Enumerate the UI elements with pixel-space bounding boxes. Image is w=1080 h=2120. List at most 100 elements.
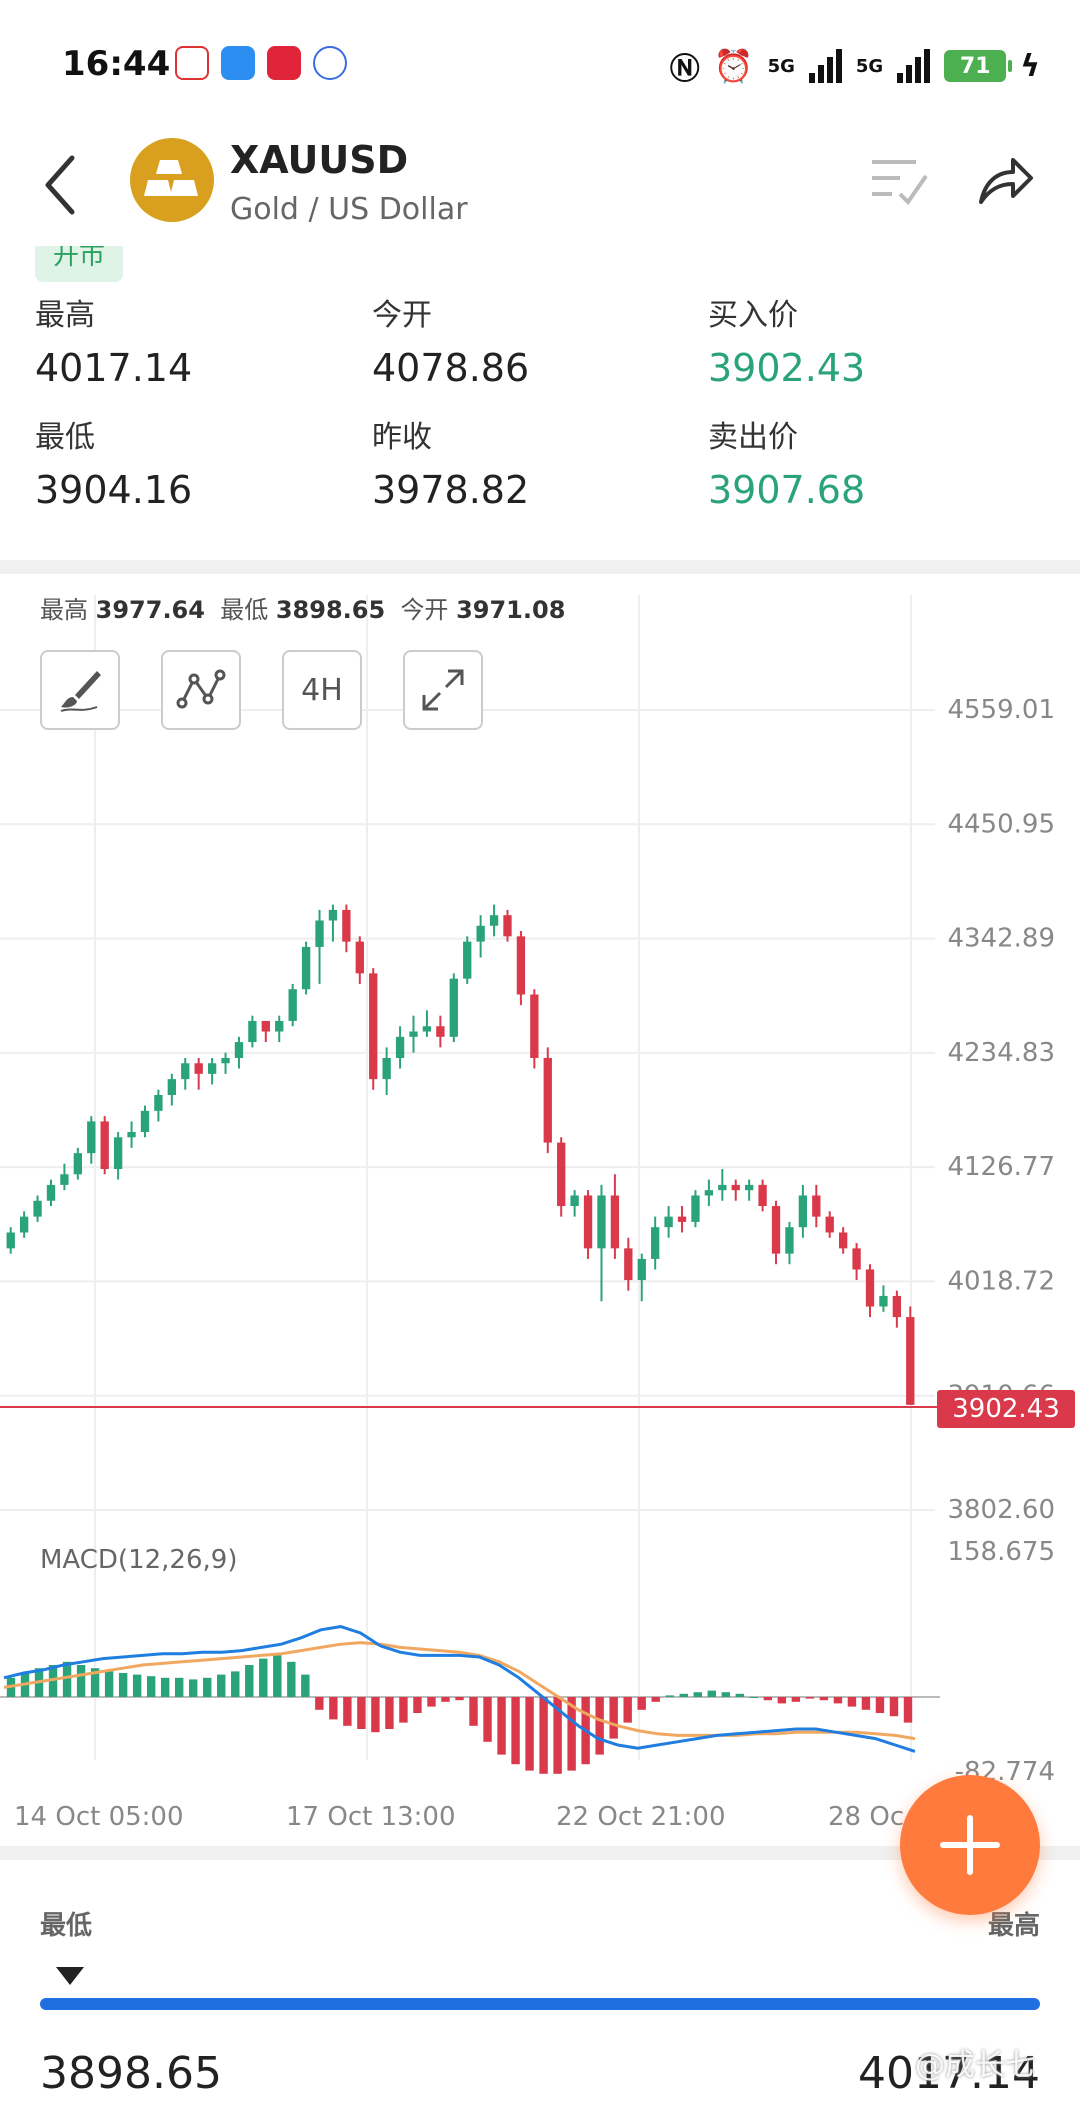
candle-body <box>382 1057 391 1080</box>
candle-body <box>892 1295 902 1318</box>
candle-body <box>221 1057 230 1064</box>
candle-body <box>207 1063 217 1074</box>
y-tick-label: 4018.72 <box>947 1266 1055 1296</box>
macd-dif-line <box>3 1625 916 1753</box>
stat-ask: 卖出价 3907.68 <box>708 412 865 512</box>
macd-histogram-bar <box>497 1697 506 1755</box>
macd-histogram-bar <box>357 1697 366 1729</box>
macd-histogram-bar <box>861 1697 871 1710</box>
candle-body <box>73 1153 83 1175</box>
back-button[interactable] <box>40 150 92 230</box>
macd-histogram-bar <box>511 1697 520 1765</box>
x-tick-label: 17 Oct 13:00 <box>286 1802 456 1832</box>
battery-icon: 71 <box>944 50 1013 82</box>
y-tick-label: 4559.01 <box>947 695 1055 725</box>
network-label-1: 5G <box>767 55 795 77</box>
interval-button[interactable]: 4H <box>282 650 362 730</box>
candle-body <box>516 936 526 995</box>
alarm-icon: ⏰ <box>713 47 754 85</box>
macd-histogram-bar <box>399 1697 408 1723</box>
indicator-tool-button[interactable] <box>161 650 241 730</box>
candle-body <box>476 925 485 942</box>
list-check-icon <box>872 160 928 206</box>
y-tick-label: 4342.89 <box>947 924 1055 954</box>
day-range-bar <box>40 1998 1040 2010</box>
macd-histogram-bar <box>903 1697 913 1723</box>
candle-body <box>33 1200 42 1217</box>
interval-label: 4H <box>301 672 343 708</box>
range-high-label: 最高 <box>987 1911 1040 1941</box>
candle-body <box>248 1020 257 1043</box>
y-tick-label: 4234.83 <box>947 1038 1055 1068</box>
macd-histogram-bar <box>553 1697 562 1774</box>
candle-body <box>234 1042 244 1058</box>
candle-body <box>167 1079 176 1095</box>
macd-histogram-bar <box>189 1679 198 1697</box>
candle-body <box>691 1195 700 1222</box>
candle-body <box>355 941 364 974</box>
macd-histogram-bar <box>483 1697 492 1742</box>
stat-label: 卖出价 <box>708 420 798 455</box>
stat-label: 买入价 <box>708 298 798 333</box>
red-app-icon <box>267 46 301 80</box>
quote-stats: 最高 4017.14 今开 4078.86 买入价 3902.43 最低 390… <box>0 290 1080 540</box>
candle-body <box>825 1216 834 1233</box>
y-tick-label: 4450.95 <box>947 809 1055 839</box>
candle-body <box>113 1137 123 1170</box>
macd-histogram-bar <box>203 1677 212 1697</box>
candle-body <box>275 1020 284 1032</box>
candle-body <box>422 1026 432 1032</box>
stat-label: 今开 <box>372 298 432 333</box>
stat-value: 4078.86 <box>372 346 530 390</box>
macd-histogram-bar <box>231 1671 240 1697</box>
candle-body <box>87 1121 96 1154</box>
macd-histogram-bar <box>132 1674 142 1697</box>
candle-body <box>463 941 472 979</box>
candle-body <box>624 1248 633 1281</box>
candle-body <box>597 1195 606 1249</box>
signal-icon-2 <box>897 49 931 83</box>
candle-body <box>543 1057 552 1143</box>
macd-histogram-bar <box>413 1697 422 1713</box>
share-arrow-icon <box>979 158 1033 204</box>
candle-body <box>6 1232 15 1249</box>
candle-body <box>181 1063 190 1080</box>
blue-app-icon <box>313 46 347 80</box>
stat-label: 昨收 <box>372 420 432 455</box>
macd-histogram-bar <box>525 1697 534 1771</box>
candle-body <box>570 1195 579 1207</box>
candle-body <box>838 1232 848 1249</box>
stat-value: 3904.16 <box>35 468 193 512</box>
share-button[interactable] <box>975 152 1035 212</box>
gold-bars-icon <box>144 160 198 196</box>
x-tick-label: 14 Oct 05:00 <box>14 1802 184 1832</box>
macd-histogram-bar <box>595 1697 604 1755</box>
current-price-tag: 3902.43 <box>937 1390 1075 1428</box>
macd-histogram-bar <box>287 1661 296 1697</box>
candle-body <box>785 1227 794 1254</box>
price-chart[interactable]: 4559.01 4450.95 4342.89 4234.83 4126.77 4018.… <box>0 575 1080 1845</box>
candle-body <box>288 989 297 1021</box>
draw-tool-button[interactable] <box>40 650 120 730</box>
candle-body <box>395 1036 405 1058</box>
macd-histogram-bar <box>217 1674 226 1697</box>
macd-label: MACD(12,26,9) <box>40 1545 238 1575</box>
status-app-icons <box>175 46 347 80</box>
candle-body <box>503 915 512 937</box>
section-divider-bottom <box>0 1846 1080 1860</box>
macd-histogram-bar <box>693 1692 702 1697</box>
candle-body <box>154 1094 163 1111</box>
candle-body <box>637 1258 646 1281</box>
macd-histogram-bar <box>735 1693 745 1697</box>
watermark: @成长七 <box>915 2048 1035 2083</box>
candle-body <box>261 1020 270 1032</box>
y-tick-label: 4126.77 <box>947 1152 1055 1182</box>
stock-app-icon <box>175 46 209 80</box>
watchlist-button[interactable] <box>870 154 930 214</box>
candle-body <box>409 1031 418 1037</box>
macd-histogram-bar <box>623 1697 632 1723</box>
fullscreen-button[interactable] <box>403 650 483 730</box>
macd-histogram-bar <box>160 1677 170 1697</box>
add-button[interactable] <box>900 1775 1040 1915</box>
candle-body <box>127 1132 136 1138</box>
